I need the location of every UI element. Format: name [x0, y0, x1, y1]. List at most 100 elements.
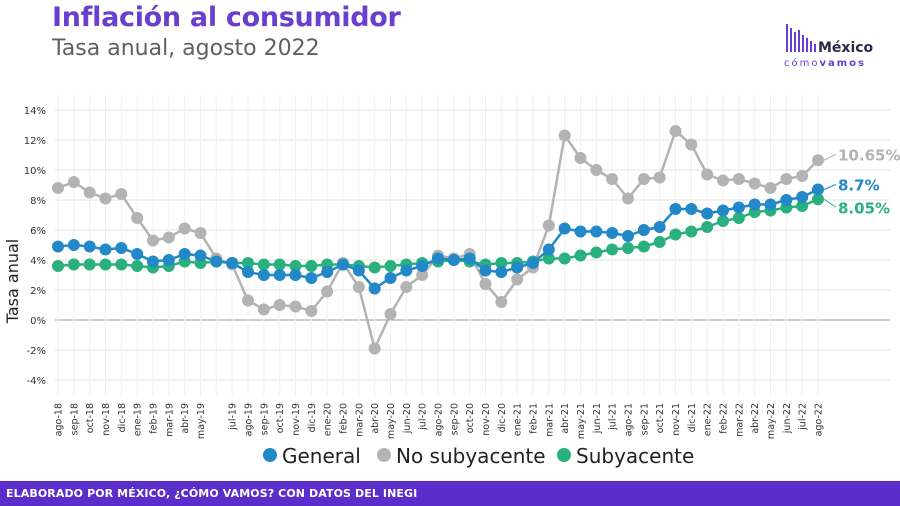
x-tick-label: dic-18	[117, 403, 128, 432]
legend-item-general[interactable]: General	[263, 444, 361, 468]
data-point	[701, 168, 714, 181]
footer-credit: ELABORADO POR MÉXICO, ¿CÓMO VAMOS? CON D…	[6, 487, 418, 500]
data-point	[574, 225, 587, 238]
data-point	[685, 138, 698, 151]
x-tick-label: may-21	[576, 403, 587, 439]
end-value-label: 10.65%	[838, 146, 900, 164]
x-tick-label: may-20	[386, 403, 397, 439]
data-point	[812, 154, 824, 167]
y-tick-label: 10%	[24, 166, 46, 177]
data-point	[685, 203, 698, 215]
data-point	[812, 193, 824, 206]
data-point	[289, 260, 302, 272]
data-point	[99, 243, 112, 256]
data-point	[52, 240, 64, 253]
data-point	[796, 170, 809, 182]
data-point	[479, 264, 492, 277]
x-tick-label: abr-19	[180, 403, 191, 434]
data-point	[242, 257, 254, 269]
data-point	[606, 173, 619, 185]
legend-swatch	[557, 448, 571, 462]
data-point	[242, 266, 254, 278]
legend-item-subyacente[interactable]: Subyacente	[557, 444, 694, 468]
data-point	[194, 249, 207, 262]
data-point	[305, 305, 318, 317]
x-tick-label: sep-20	[449, 403, 460, 435]
legend-label: No subyacente	[396, 444, 546, 468]
data-point	[162, 231, 175, 244]
data-point	[131, 248, 144, 260]
x-tick-label: jul-20	[418, 403, 429, 431]
end-value-label: 8.05%	[838, 199, 890, 217]
footer-bar: ELABORADO POR MÉXICO, ¿CÓMO VAMOS? CON D…	[0, 481, 900, 506]
x-tick-label: nov-19	[291, 403, 302, 436]
legend[interactable]: General No subyacente Subyacente	[263, 444, 694, 468]
data-point	[653, 221, 666, 233]
data-point	[352, 281, 365, 293]
data-point	[257, 258, 270, 271]
x-tick-label: ago-20	[434, 403, 445, 436]
data-point	[527, 257, 539, 269]
x-tick-label: mar-19	[164, 403, 175, 437]
x-tick-label: dic-19	[307, 403, 318, 432]
data-point	[321, 285, 334, 298]
gridlines	[55, 95, 890, 395]
y-tick-label: 2%	[30, 286, 46, 297]
data-point	[337, 258, 349, 271]
data-point	[463, 252, 476, 265]
x-tick-label: jun-21	[592, 403, 603, 434]
x-tick-label: feb-22	[719, 403, 730, 434]
data-point	[368, 282, 381, 295]
x-tick-label: abr-21	[560, 403, 571, 434]
data-point	[194, 227, 207, 239]
data-point	[99, 192, 112, 205]
legend-swatch	[377, 448, 391, 462]
x-tick-label: sep-19	[259, 403, 270, 435]
data-point	[131, 212, 144, 224]
data-point	[622, 230, 634, 242]
data-point	[321, 266, 334, 278]
y-tick-label: 8%	[30, 196, 46, 207]
data-point	[669, 203, 682, 215]
y-axis-label: Tasa anual	[3, 239, 22, 325]
data-point	[289, 300, 302, 313]
data-point	[717, 174, 729, 187]
data-point	[178, 248, 191, 260]
x-tick-label: jun-20	[402, 403, 413, 434]
data-point	[242, 294, 254, 307]
data-point	[432, 252, 444, 265]
data-point	[352, 264, 365, 277]
data-point	[717, 204, 729, 217]
data-point	[495, 266, 508, 278]
x-tick-label: oct-21	[655, 403, 666, 433]
x-tick-label: mar-22	[734, 403, 745, 437]
data-point	[368, 261, 381, 274]
chart-subtitle: Tasa anual, agosto 2022	[52, 36, 320, 61]
y-tick-label: 0%	[30, 316, 46, 327]
bars-logo-icon	[786, 24, 816, 52]
data-point	[685, 225, 698, 238]
data-point	[257, 303, 270, 316]
x-tick-label: dic-20	[497, 403, 508, 432]
data-point	[83, 240, 96, 253]
data-point	[653, 236, 666, 248]
data-point	[147, 234, 159, 247]
x-tick-label: ene-21	[513, 403, 524, 436]
y-tick-label: -4%	[27, 376, 46, 387]
data-point	[495, 257, 508, 269]
data-point	[542, 219, 555, 232]
legend-label: General	[282, 444, 361, 468]
legend-label: Subyacente	[576, 444, 694, 468]
data-point	[637, 173, 650, 185]
end-labels: 10.65% 8.05% 8.7%	[823, 146, 900, 217]
x-axis-ticks: ago-18 sep-18 oct-18 nov-18 dic-18 ene-19 feb-…	[54, 403, 825, 439]
legend-item-no-subyacente[interactable]: No subyacente	[377, 444, 546, 468]
data-point	[511, 261, 524, 274]
data-point	[637, 224, 650, 236]
data-point	[796, 200, 809, 212]
data-point	[732, 173, 745, 185]
x-tick-label: ago-21	[624, 403, 635, 436]
data-point	[115, 188, 128, 200]
x-tick-label: nov-18	[101, 403, 112, 436]
y-axis-ticks: -4% -2% 0% 2% 4% 6% 8% 10% 12% 14%	[24, 106, 46, 387]
